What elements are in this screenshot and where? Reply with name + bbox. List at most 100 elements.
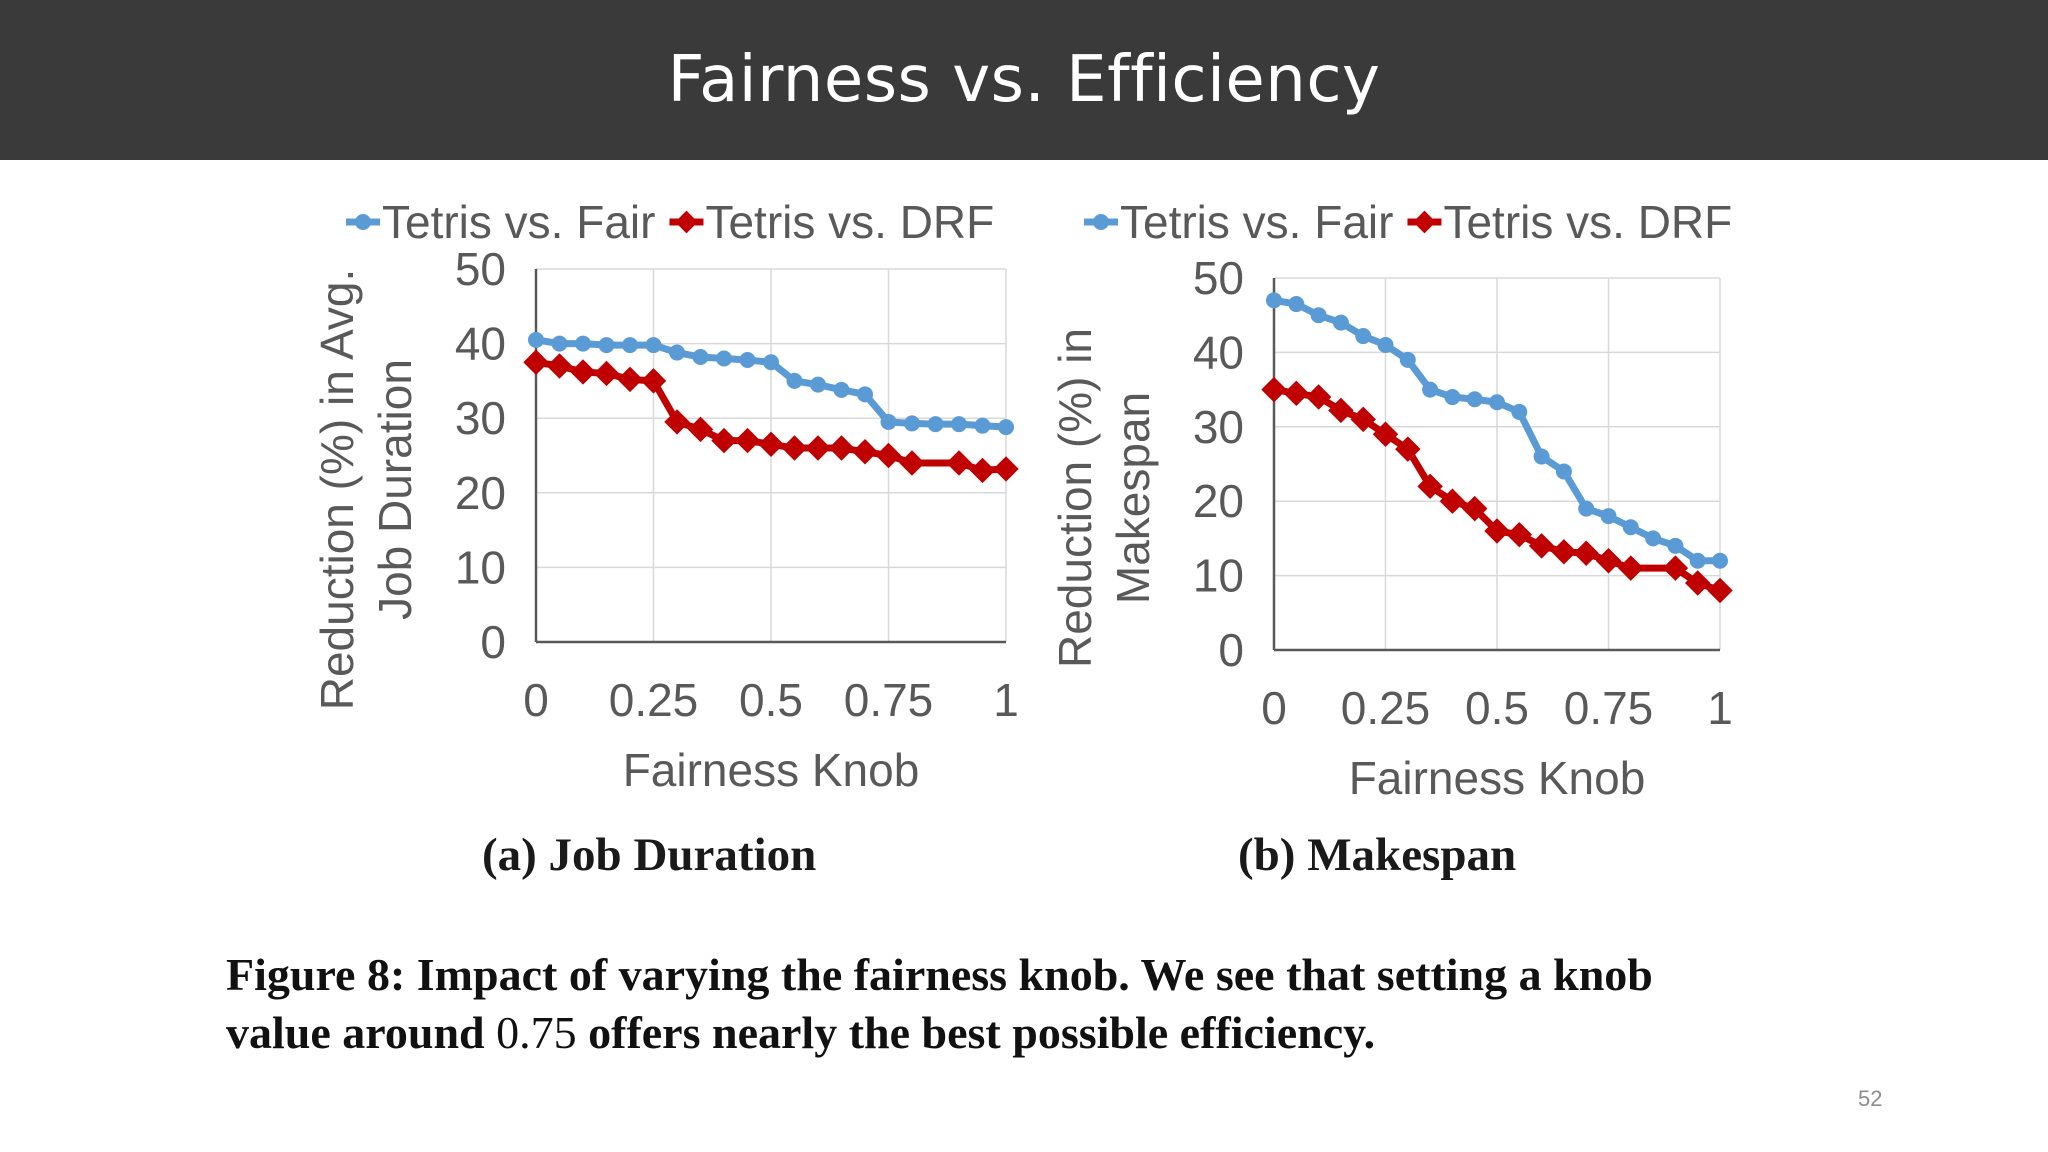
subcaption-makespan: (b) Makespan xyxy=(1238,829,1517,881)
legend-marker-circle xyxy=(355,214,371,230)
data-point-diamond xyxy=(1595,547,1622,574)
data-point-circle xyxy=(857,386,873,403)
data-point-circle xyxy=(1422,381,1439,398)
data-point-diamond xyxy=(1461,495,1488,522)
data-point-diamond xyxy=(1618,555,1644,581)
data-point-diamond xyxy=(993,456,1019,482)
y-tick-label: 30 xyxy=(455,392,506,444)
data-point-diamond xyxy=(523,349,549,375)
data-point-circle xyxy=(716,350,732,367)
data-point-circle xyxy=(998,419,1014,436)
data-point-diamond xyxy=(1707,577,1733,604)
data-point-diamond xyxy=(1417,473,1443,500)
y-tick-label: 50 xyxy=(1193,252,1244,304)
data-point-circle xyxy=(1310,307,1327,324)
data-point-diamond xyxy=(899,450,925,476)
data-point-circle xyxy=(1578,500,1595,517)
y-tick-label: 10 xyxy=(455,541,506,593)
data-point-diamond xyxy=(570,359,596,385)
y-tick-label: 0 xyxy=(1218,624,1244,676)
x-axis-title: Fairness Knob xyxy=(623,744,920,796)
data-point-circle xyxy=(528,331,544,348)
figure-caption: Figure 8: Impact of varying the fairness… xyxy=(226,946,1876,1062)
data-point-circle xyxy=(1332,314,1349,331)
legend-marker-diamond xyxy=(675,210,698,234)
data-point-diamond xyxy=(781,435,808,461)
legend-marker-diamond xyxy=(1413,210,1436,234)
data-point-diamond xyxy=(617,366,643,393)
data-point-circle xyxy=(1622,519,1639,536)
y-tick-label: 0 xyxy=(480,616,506,668)
x-tick-label: 0.5 xyxy=(739,674,803,726)
x-tick-label: 1 xyxy=(1707,682,1733,734)
data-point-diamond xyxy=(1506,521,1533,548)
data-point-circle xyxy=(1555,463,1572,480)
data-point-circle xyxy=(551,335,568,352)
data-point-circle xyxy=(1444,389,1461,406)
legend-marker-circle xyxy=(1093,214,1109,230)
y-tick-label: 40 xyxy=(455,318,506,370)
data-point-circle xyxy=(1667,537,1684,554)
data-point-circle xyxy=(904,415,920,432)
data-point-circle xyxy=(575,335,591,352)
data-point-diamond xyxy=(805,435,831,461)
data-point-circle xyxy=(810,376,826,393)
data-point-diamond xyxy=(1395,436,1421,462)
figure-caption-text-a: value around xyxy=(226,1007,497,1058)
figure-caption-line-1: Figure 8: Impact of varying the fairness… xyxy=(226,949,1653,1000)
chart-makespan: 0 10 20 30 40 50 0 0.25 0.5 0.75 1 Fairness Knob Red… xyxy=(1049,196,1733,804)
y-axis-title: Makespan xyxy=(1107,392,1159,604)
data-point-circle xyxy=(1712,552,1728,569)
data-point-diamond xyxy=(828,435,855,461)
legend-label: Tetris vs. Fair xyxy=(1120,196,1393,248)
figure-caption-text-b: offers nearly the best possible efficien… xyxy=(576,1007,1376,1058)
data-point-diamond xyxy=(593,360,620,387)
data-point-circle xyxy=(1466,391,1483,408)
x-axis-title: Fairness Knob xyxy=(1349,752,1646,804)
data-point-circle xyxy=(739,352,756,369)
y-tick-label: 30 xyxy=(1193,401,1244,453)
data-point-circle xyxy=(1399,351,1416,368)
x-tick-label: 0.25 xyxy=(1341,682,1431,734)
data-point-diamond xyxy=(1439,488,1466,514)
data-point-circle xyxy=(1533,448,1550,465)
legend-label: Tetris vs. DRF xyxy=(1443,196,1732,248)
x-tick-label: 1 xyxy=(993,674,1019,726)
data-point-diamond xyxy=(664,409,690,435)
data-point-circle xyxy=(622,337,638,354)
data-point-diamond xyxy=(687,416,714,443)
x-tick-label: 0.25 xyxy=(609,674,699,726)
data-point-circle xyxy=(1288,296,1305,313)
figure-caption-line-2: value around 0.75 offers nearly the best… xyxy=(226,1004,1876,1062)
slide-title: Fairness vs. Efficiency xyxy=(667,43,1381,117)
data-point-diamond xyxy=(1573,540,1599,567)
data-point-diamond xyxy=(1551,539,1577,565)
data-point-circle xyxy=(598,337,615,354)
data-point-diamond xyxy=(1350,406,1376,433)
data-point-diamond xyxy=(734,427,761,454)
data-point-diamond xyxy=(875,442,902,469)
data-point-circle xyxy=(1645,530,1662,547)
data-point-circle xyxy=(763,354,779,371)
data-point-diamond xyxy=(1283,380,1310,407)
data-point-circle xyxy=(669,344,685,361)
x-tick-label: 0.75 xyxy=(1564,682,1654,734)
data-point-diamond xyxy=(946,450,972,476)
legend-label: Tetris vs. Fair xyxy=(382,196,655,248)
y-tick-label: 40 xyxy=(1193,326,1244,378)
data-point-circle xyxy=(1266,292,1282,309)
data-point-circle xyxy=(1600,508,1617,525)
data-point-circle xyxy=(880,413,897,430)
y-tick-label: 10 xyxy=(1193,550,1244,602)
x-tick-label: 0 xyxy=(523,674,549,726)
figure-caption-knob-value: 0.75 xyxy=(496,1007,577,1058)
data-point-diamond xyxy=(1528,533,1555,559)
data-point-circle xyxy=(951,416,967,433)
y-tick-label: 20 xyxy=(455,467,506,519)
data-point-circle xyxy=(786,372,803,389)
y-axis-title: Reduction (%) in Avg. xyxy=(311,269,363,711)
data-point-circle xyxy=(1355,328,1372,345)
data-point-diamond xyxy=(640,368,667,394)
data-point-circle xyxy=(645,337,662,354)
y-axis-title: Reduction (%) in xyxy=(1049,328,1101,668)
